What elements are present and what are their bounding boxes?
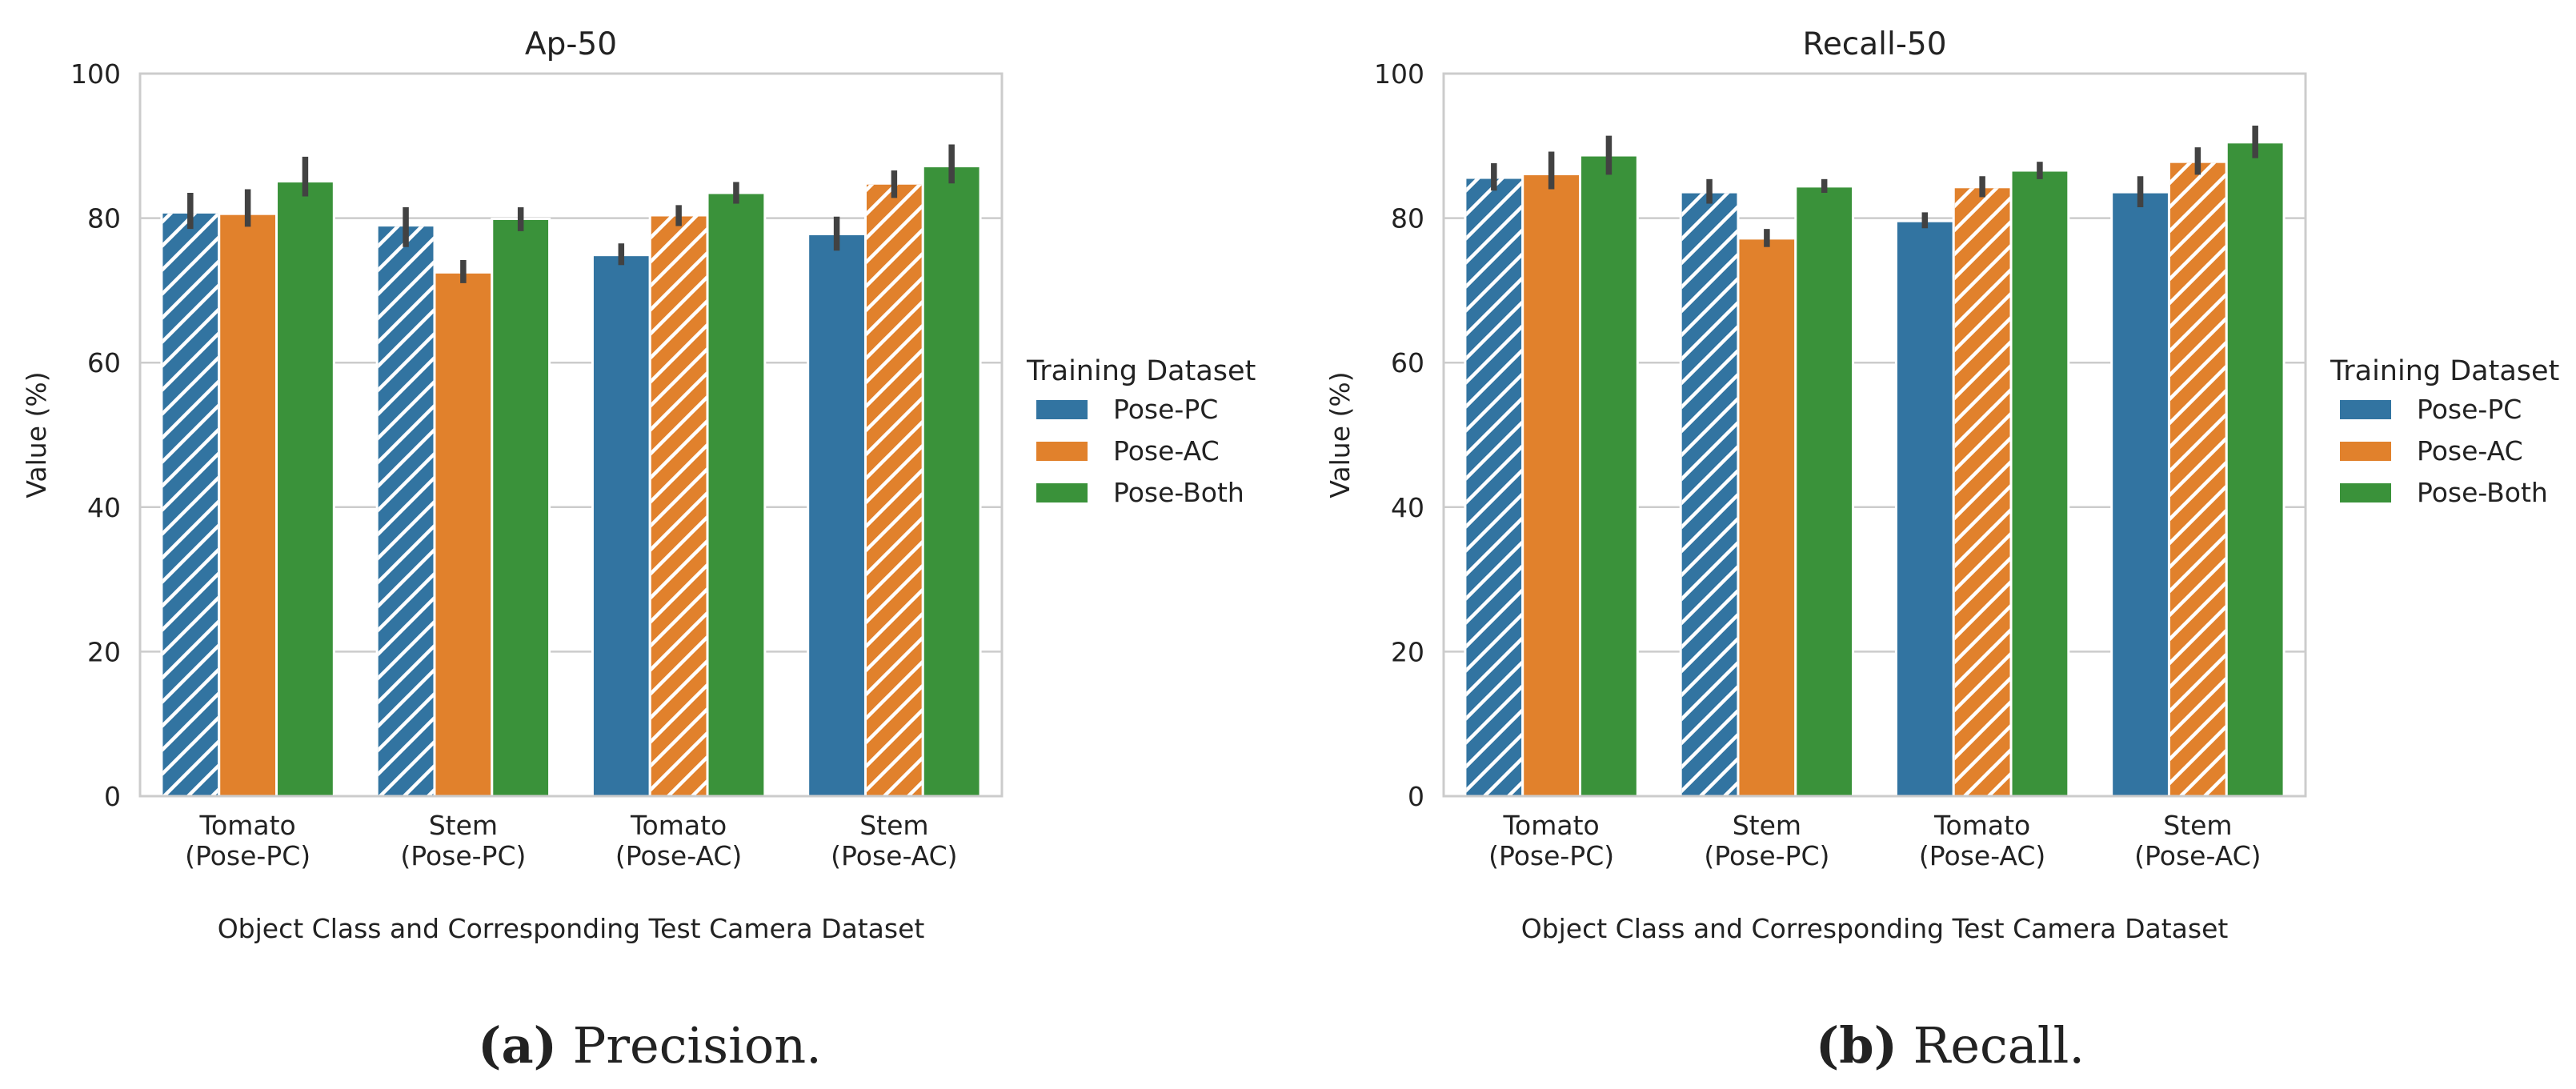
- caption-label: (a): [478, 1016, 557, 1075]
- x-tick-label: Stem (Pose-AC): [831, 810, 957, 871]
- bar-pose-both: [1579, 154, 1639, 798]
- bar-pose-both: [921, 165, 982, 798]
- y-tick-label: 80: [1391, 203, 1424, 234]
- axes-frame: [138, 72, 1004, 798]
- x-tick-label: Tomato (Pose-PC): [1488, 810, 1614, 871]
- y-tick-label: 0: [104, 781, 121, 812]
- x-tick-label: Tomato (Pose-AC): [615, 810, 742, 871]
- legend-label: Pose-Both: [2417, 477, 2548, 508]
- bar-pose-pc: [807, 232, 867, 798]
- bar-hatch: [2169, 162, 2225, 796]
- legend: Training Dataset Pose-PC Pose-AC Pose-Both: [1026, 355, 1256, 508]
- bar-pose-both: [2225, 141, 2286, 798]
- legend-swatch: [1036, 442, 1088, 461]
- y-tick-label: 100: [70, 58, 121, 90]
- legend-label: Pose-PC: [1113, 394, 1218, 425]
- legend-label: Pose-AC: [2417, 435, 2523, 466]
- y-tick-label: 20: [87, 636, 121, 667]
- x-tick-label: Stem (Pose-PC): [400, 810, 526, 871]
- caption-text: Recall.: [1897, 1016, 2085, 1075]
- bar-hatch: [1466, 178, 1522, 797]
- legend-swatch: [2340, 442, 2391, 461]
- x-tick-label: Stem (Pose-PC): [1704, 810, 1829, 871]
- bar-pose-ac: [1521, 173, 1582, 798]
- chart-1: 0 20 40 60 80 100 Tomato (Pose-PC) Stem (Pose-PC)…: [21, 26, 1256, 1075]
- bar-hatch: [1954, 188, 2010, 796]
- x-tick-label: Stem (Pose-AC): [2134, 810, 2261, 871]
- legend-swatch: [2340, 483, 2391, 502]
- legend-label: Pose-PC: [2417, 394, 2522, 425]
- bar-pose-ac: [1737, 237, 1797, 798]
- y-tick-label: 60: [1391, 347, 1424, 378]
- bar-pose-both: [1794, 185, 1855, 798]
- chart-title: Recall-50: [1802, 26, 1946, 62]
- x-axis-label: Object Class and Corresponding Test Came…: [1521, 913, 2229, 944]
- bar-hatch: [866, 184, 922, 797]
- chart-title: Ap-50: [525, 26, 617, 62]
- y-tick-label: 60: [87, 347, 121, 378]
- bar-hatch: [651, 216, 707, 796]
- bar-pose-ac: [433, 270, 494, 798]
- bar-hatch: [1681, 193, 1737, 797]
- chart-2: 0 20 40 60 80 100 Tomato (Pose-PC) Stem (Pose-PC)…: [1324, 26, 2559, 1075]
- bar-pose-ac: [218, 212, 278, 798]
- bar-hatch: [162, 213, 218, 797]
- bar-pose-both: [275, 180, 335, 798]
- y-tick-label: 40: [87, 492, 121, 523]
- x-axis-label: Object Class and Corresponding Test Came…: [218, 913, 925, 944]
- caption-text: Precision.: [557, 1016, 822, 1075]
- legend-label: Pose-AC: [1113, 435, 1220, 466]
- figure-caption: (b) Recall.: [1816, 1016, 2085, 1075]
- bar-pose-pc: [2110, 190, 2170, 798]
- caption-label: (b): [1816, 1016, 1897, 1075]
- y-axis-label: Value (%): [21, 371, 52, 498]
- legend-title: Training Dataset: [1026, 355, 1256, 387]
- legend-swatch: [1036, 400, 1088, 419]
- bar-pose-pc: [1894, 219, 1955, 798]
- bar-pose-both: [706, 191, 767, 798]
- y-axis-label: Value (%): [1324, 371, 1356, 498]
- axes-frame: [1442, 72, 2307, 798]
- bar-pose-pc: [591, 254, 651, 798]
- bar-pose-both: [491, 218, 551, 798]
- figure-caption: (a) Precision.: [478, 1016, 822, 1075]
- x-tick-label: Tomato (Pose-AC): [1919, 810, 2045, 871]
- legend-swatch: [2340, 400, 2391, 419]
- legend-title: Training Dataset: [2330, 355, 2559, 387]
- x-tick-label: Tomato (Pose-PC): [185, 810, 310, 871]
- bar-hatch: [378, 226, 434, 796]
- y-tick-label: 80: [87, 203, 121, 234]
- y-tick-label: 40: [1391, 492, 1424, 523]
- y-tick-label: 0: [1408, 781, 1424, 812]
- bar-pose-both: [2009, 169, 2070, 798]
- y-tick-label: 100: [1374, 58, 1424, 90]
- legend-swatch: [1036, 483, 1088, 502]
- legend: Training Dataset Pose-PC Pose-AC Pose-Both: [2330, 355, 2559, 508]
- y-tick-label: 20: [1391, 636, 1424, 667]
- legend-label: Pose-Both: [1113, 477, 1244, 508]
